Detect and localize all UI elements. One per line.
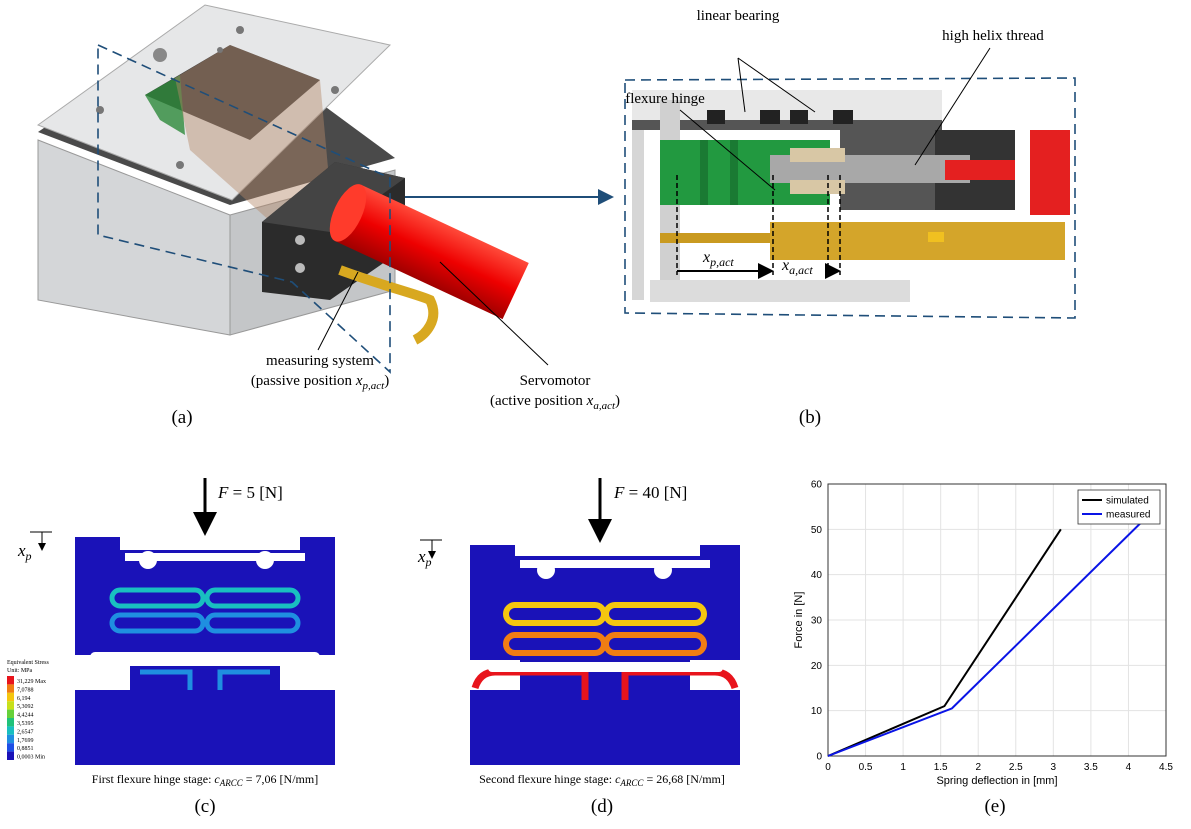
legend-title: Equivalent Stress (7, 660, 49, 666)
legend-swatch (7, 692, 14, 702)
y-tick-label: 20 (811, 661, 823, 672)
legend-swatch (7, 751, 14, 760)
legend-label: 2,6547 (17, 729, 34, 735)
label: xp,act (702, 249, 734, 269)
legend-label: 1,7699 (17, 738, 34, 744)
legend-swatch (7, 726, 14, 735)
panel-label: (a) (171, 407, 192, 428)
x-tick-label: 3.5 (1084, 762, 1098, 773)
legend-label: 31,229 Max (17, 679, 46, 685)
legend-label: 0,8851 (17, 746, 34, 752)
legend-swatch (7, 734, 14, 744)
label: linear bearing (697, 8, 780, 24)
legend-label: measured (1106, 510, 1150, 521)
legend-label: simulated (1106, 496, 1149, 507)
legend-box (1077, 489, 1161, 525)
x-axis-label: Spring deflection in [mm] (936, 775, 1057, 787)
panel-label: (b) (799, 407, 821, 428)
legend-swatch (7, 743, 14, 752)
x-tick-label: 0.5 (859, 762, 873, 773)
legend-label: 4,4244 (17, 713, 34, 719)
label: flexure hinge (625, 91, 705, 107)
label: F = 5 [N] (217, 483, 283, 502)
label: high helix thread (942, 28, 1044, 44)
series-line (827, 519, 1145, 757)
panel-label: (c) (194, 796, 215, 817)
legend-unit: Unit: MPa (7, 668, 33, 674)
legend-label: 0,0003 Min (17, 755, 45, 761)
panel-label: (d) (591, 796, 613, 817)
fem-c (30, 478, 335, 765)
x-tick-label: 4.5 (1159, 762, 1173, 773)
y-tick-label: 30 (811, 616, 823, 627)
legend-label: 7,0788 (17, 687, 34, 693)
y-axis-label: Force in [N] (793, 592, 805, 649)
x-tick-label: 2.5 (1009, 762, 1023, 773)
label: F = 40 [N] (613, 483, 687, 502)
y-tick-label: 50 (811, 525, 823, 536)
panel-label: (e) (984, 796, 1005, 817)
legend-swatch (7, 701, 14, 710)
fem-d (420, 478, 740, 765)
label: xa,act (781, 257, 813, 277)
legend-swatch (7, 709, 14, 718)
caption: Second flexure hinge stage: cARCC = 26,6… (479, 772, 725, 788)
y-tick-label: 60 (811, 480, 823, 491)
rendering-b (624, 47, 1076, 319)
legend-label: 3,5395 (17, 721, 34, 727)
x-tick-label: 4 (1126, 762, 1132, 773)
y-tick-label: 0 (816, 752, 822, 763)
chart: 0 0.5 1 1.5 2 2.5 3 3.5 4 4.5 0 10 20 30 40 50 60 Spring … (793, 480, 1173, 788)
legend-label: 5,3092 (17, 704, 34, 710)
x-tick-label: 1 (900, 762, 906, 773)
legend-swatch (7, 676, 14, 685)
y-tick-label: 40 (811, 570, 823, 581)
label: Servomotor (520, 373, 591, 389)
legend-label: 6,194 (17, 696, 31, 702)
legend-swatch (7, 718, 14, 727)
label: xp (17, 541, 32, 563)
x-tick-label: 3 (1051, 762, 1057, 773)
label: (passive position xp,act) (251, 373, 389, 392)
plot-frame (827, 483, 1167, 757)
label: (active position xa,act) (490, 393, 620, 412)
legend-swatch (7, 684, 14, 693)
rendering-a (36, 4, 614, 374)
y-tick-label: 10 (811, 706, 823, 717)
x-tick-label: 1.5 (934, 762, 948, 773)
series-line (827, 528, 1062, 757)
label: measuring system (266, 353, 374, 369)
caption: First flexure hinge stage: cARCC = 7,06 … (92, 772, 318, 788)
x-tick-label: 0 (825, 762, 831, 773)
stress-legend: 31,229 Max 7,0788 6,194 5,3092 4,4244 3,5395 2… (7, 676, 46, 761)
label: xp (417, 547, 432, 569)
x-tick-label: 2 (975, 762, 981, 773)
